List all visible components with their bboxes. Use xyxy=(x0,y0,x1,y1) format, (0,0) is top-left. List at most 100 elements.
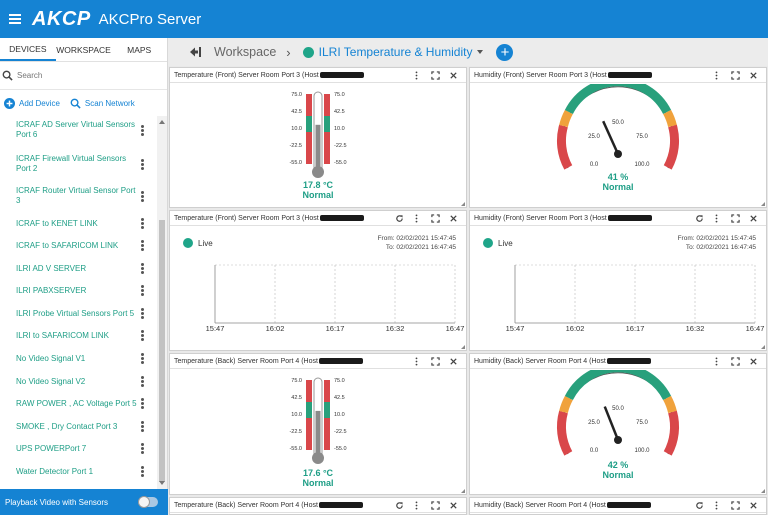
more-vert-icon[interactable] xyxy=(141,330,144,341)
close-icon[interactable] xyxy=(748,213,758,223)
reading-value: 17.8 °C xyxy=(302,180,334,190)
tab-maps[interactable]: MAPS xyxy=(127,44,152,55)
workspace-name[interactable]: ILRI Temperature & Humidity xyxy=(318,45,473,59)
tick-label: -55.0 xyxy=(334,446,347,452)
more-vert-icon[interactable] xyxy=(711,500,721,510)
fullscreen-icon[interactable] xyxy=(430,500,440,510)
more-vert-icon[interactable] xyxy=(141,466,144,477)
redacted-host xyxy=(606,502,651,508)
tick-label: 0.0 xyxy=(590,162,599,168)
humidity-back-panel: Humidity (Back) Server Room Port 4 (Host… xyxy=(469,353,767,495)
refresh-icon[interactable] xyxy=(394,213,404,223)
more-vert-icon[interactable] xyxy=(141,158,144,170)
refresh-icon[interactable] xyxy=(694,213,704,223)
close-icon[interactable] xyxy=(448,213,458,223)
tab-devices[interactable]: DEVICES xyxy=(0,38,56,61)
resize-handle-icon[interactable] xyxy=(761,202,765,206)
top-app-bar: AKCP AKCPro Server xyxy=(0,0,768,38)
scroll-up-arrow-icon[interactable] xyxy=(159,120,165,124)
fullscreen-icon[interactable] xyxy=(430,213,440,223)
list-item[interactable]: ILRI AD V SERVER xyxy=(0,263,155,274)
close-icon[interactable] xyxy=(448,70,458,80)
device-list-scrollbar[interactable] xyxy=(157,116,167,489)
resize-handle-icon[interactable] xyxy=(461,345,465,349)
more-vert-icon[interactable] xyxy=(711,213,721,223)
thermometer-gauge: 75.0 42.5 10.0 -22.5 -55.0 75.0 42.5 10.… xyxy=(289,377,347,464)
list-item[interactable]: ILRI Probe Virtual Sensors Port 5 xyxy=(0,308,155,319)
list-item[interactable]: UPS POWERPort 7 xyxy=(0,443,155,454)
gauge-red-low xyxy=(557,124,573,170)
playback-toggle[interactable] xyxy=(138,496,158,508)
more-vert-icon[interactable] xyxy=(411,70,421,80)
resize-handle-icon[interactable] xyxy=(761,489,765,493)
resize-handle-icon[interactable] xyxy=(461,202,465,206)
fullscreen-icon[interactable] xyxy=(730,356,740,366)
list-item[interactable]: ICRAF to SAFARICOM LINK xyxy=(0,240,155,251)
fullscreen-icon[interactable] xyxy=(430,356,440,366)
live-dot xyxy=(483,238,493,248)
list-item[interactable]: ICRAF Router Virtual Sensor Port 3 xyxy=(0,186,155,206)
list-item[interactable]: ILRI to SAFARICOM LINK xyxy=(0,330,155,341)
more-vert-icon[interactable] xyxy=(141,353,144,364)
search-input[interactable] xyxy=(17,71,157,80)
more-vert-icon[interactable] xyxy=(711,356,721,366)
more-vert-icon[interactable] xyxy=(141,376,144,387)
more-vert-icon[interactable] xyxy=(411,500,421,510)
list-item[interactable]: ICRAF to KENET LINK xyxy=(0,218,155,229)
more-vert-icon[interactable] xyxy=(411,213,421,223)
list-item[interactable]: No Video Signal V1 xyxy=(0,353,155,364)
resize-handle-icon[interactable] xyxy=(761,345,765,349)
more-vert-icon[interactable] xyxy=(141,124,144,136)
menu-icon[interactable] xyxy=(9,14,21,24)
tab-workspace[interactable]: WORKSPACE xyxy=(56,44,111,55)
close-icon[interactable] xyxy=(748,500,758,510)
more-vert-icon[interactable] xyxy=(141,398,144,409)
tick-label: 75.0 xyxy=(636,420,648,426)
more-vert-icon[interactable] xyxy=(141,443,144,454)
add-workspace-button[interactable]: + xyxy=(496,43,514,61)
more-vert-icon[interactable] xyxy=(411,356,421,366)
list-item[interactable]: RAW POWER , AC Voltage Port 5 xyxy=(0,398,155,409)
tick-label: 25.0 xyxy=(588,420,600,426)
list-item[interactable]: Water Detector Port 1 xyxy=(0,466,155,477)
panel-header: Temperature (Front) Server Room Port 3 (… xyxy=(170,68,466,83)
list-item[interactable]: ICRAF AD Server Virtual Sensors Port 6 xyxy=(0,120,155,140)
more-vert-icon[interactable] xyxy=(141,190,144,202)
device-label: ILRI to SAFARICOM LINK xyxy=(16,330,109,340)
more-vert-icon[interactable] xyxy=(141,285,144,296)
more-vert-icon[interactable] xyxy=(141,263,144,274)
live-label: Live xyxy=(198,238,213,248)
more-vert-icon[interactable] xyxy=(141,421,144,432)
more-vert-icon[interactable] xyxy=(141,218,144,229)
close-icon[interactable] xyxy=(448,500,458,510)
more-vert-icon[interactable] xyxy=(141,240,144,251)
add-device-button[interactable]: Add Device xyxy=(4,97,60,109)
device-label: UPS POWERPort 7 xyxy=(16,443,87,453)
humidity-back-graph-panel: Humidity (Back) Server Room Port 4 (Host xyxy=(469,497,767,515)
scan-network-button[interactable]: Scan Network xyxy=(70,98,135,109)
fullscreen-icon[interactable] xyxy=(730,70,740,80)
refresh-icon[interactable] xyxy=(394,500,404,510)
tick-label: -55.0 xyxy=(289,446,302,452)
fullscreen-icon[interactable] xyxy=(430,70,440,80)
fullscreen-icon[interactable] xyxy=(730,500,740,510)
list-item[interactable]: ILRI PABXSERVER xyxy=(0,285,155,296)
scroll-thumb[interactable] xyxy=(159,220,165,482)
close-icon[interactable] xyxy=(748,70,758,80)
close-icon[interactable] xyxy=(448,356,458,366)
fullscreen-icon[interactable] xyxy=(730,213,740,223)
more-vert-icon[interactable] xyxy=(711,70,721,80)
scroll-down-arrow-icon[interactable] xyxy=(159,481,165,485)
list-item[interactable]: ICRAF Firewall Virtual Sensors Port 2 xyxy=(0,154,155,174)
close-icon[interactable] xyxy=(748,356,758,366)
list-item[interactable]: No Video Signal V2 xyxy=(0,376,155,387)
live-indicator: Live xyxy=(183,238,213,248)
refresh-icon[interactable] xyxy=(694,500,704,510)
list-item[interactable]: SMOKE , Dry Contact Port 3 xyxy=(0,421,155,432)
back-icon[interactable] xyxy=(189,46,202,58)
tick-label: 75.0 xyxy=(636,134,648,140)
more-vert-icon[interactable] xyxy=(141,308,144,319)
resize-handle-icon[interactable] xyxy=(461,489,465,493)
chevron-down-icon[interactable] xyxy=(477,50,484,54)
breadcrumb-workspace[interactable]: Workspace xyxy=(214,45,277,59)
